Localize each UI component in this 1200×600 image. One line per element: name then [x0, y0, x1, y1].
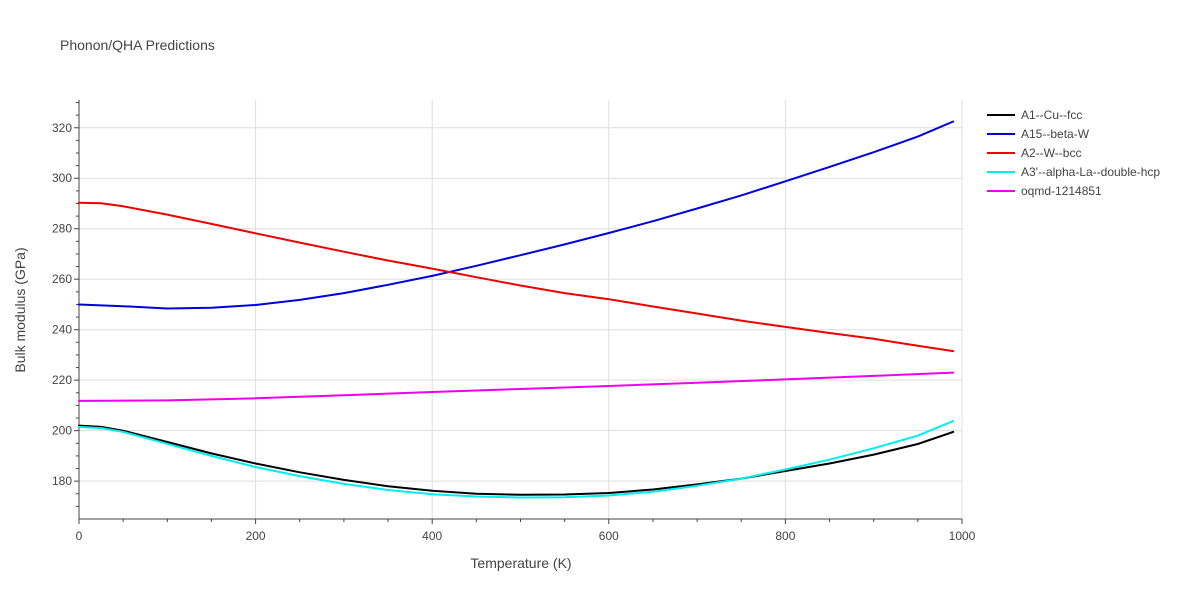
y-tick-label: 260	[52, 272, 72, 286]
y-tick-label: 220	[52, 373, 72, 387]
axes: 0 200 400 600 800 1000 180 200 220 240 260 280 300 32…	[52, 100, 976, 543]
legend-label: A3'--alpha-La--double-hcp	[1021, 165, 1160, 179]
series-line[interactable]	[78, 424, 955, 496]
x-tick-label: 1000	[949, 529, 976, 543]
legend-item[interactable]: A2--W--bcc	[987, 146, 1081, 160]
legend-item[interactable]: A3'--alpha-La--double-hcp	[987, 165, 1160, 179]
legend-item[interactable]: A15--beta-W	[987, 127, 1090, 141]
x-tick-label: 200	[246, 529, 266, 543]
series-line[interactable]	[78, 201, 955, 353]
legend-item[interactable]: A1--Cu--fcc	[987, 108, 1082, 122]
y-tick-label: 320	[52, 121, 72, 135]
y-tick-label: 300	[52, 171, 72, 185]
chart-title: Phonon/QHA Predictions	[60, 37, 215, 53]
legend-label: A15--beta-W	[1021, 127, 1090, 141]
series-line[interactable]	[78, 420, 955, 499]
x-tick-label: 0	[76, 529, 83, 543]
y-tick-label: 180	[52, 474, 72, 488]
x-tick-label: 400	[422, 529, 442, 543]
series-line[interactable]	[78, 120, 955, 310]
x-tick-label: 600	[599, 529, 619, 543]
legend-label: A2--W--bcc	[1021, 146, 1081, 160]
grid	[79, 100, 963, 519]
y-axis-title: Bulk modulus (GPa)	[12, 247, 28, 372]
x-axis-title: Temperature (K)	[470, 555, 571, 571]
legend-label: A1--Cu--fcc	[1021, 108, 1082, 122]
legend-item[interactable]: oqmd-1214851	[987, 184, 1102, 198]
legend[interactable]: A1--Cu--fcc A15--beta-W A2--W--bcc A3'--alp…	[987, 108, 1160, 198]
y-tick-label: 240	[52, 323, 72, 337]
plot-area[interactable]	[78, 120, 955, 499]
x-tick-label: 800	[775, 529, 795, 543]
y-tick-label: 280	[52, 222, 72, 236]
y-tick-label: 200	[52, 424, 72, 438]
legend-label: oqmd-1214851	[1021, 184, 1102, 198]
series-line[interactable]	[78, 371, 955, 402]
